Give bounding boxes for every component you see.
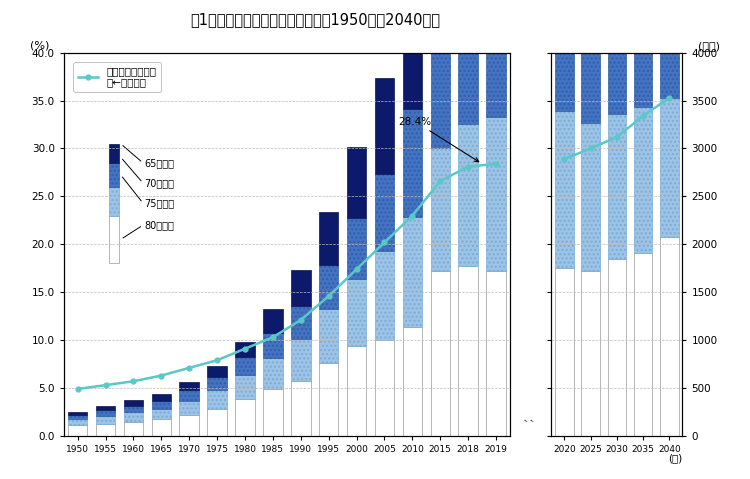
Bar xyxy=(179,382,199,390)
Bar xyxy=(660,98,679,237)
Bar xyxy=(346,279,366,346)
Bar xyxy=(430,148,450,271)
Bar xyxy=(109,187,119,216)
Bar xyxy=(291,306,310,339)
Bar xyxy=(319,363,338,436)
Bar xyxy=(430,0,450,15)
Bar xyxy=(124,422,143,436)
Bar xyxy=(346,346,366,436)
Text: 70歳以上: 70歳以上 xyxy=(144,178,174,188)
Bar xyxy=(208,409,227,436)
Bar xyxy=(124,406,143,412)
Bar xyxy=(403,327,422,436)
Bar xyxy=(291,270,310,306)
Bar xyxy=(179,400,199,415)
Bar xyxy=(152,400,171,409)
Bar xyxy=(608,259,626,436)
Text: 図1　高齢者人口及び割合の推移（1950年～2040年）: 図1 高齢者人口及び割合の推移（1950年～2040年） xyxy=(190,12,440,27)
Bar xyxy=(486,271,506,436)
Bar xyxy=(291,381,310,436)
Bar xyxy=(96,406,116,410)
Bar xyxy=(208,390,227,409)
Legend: 高齢者人口の割合
（←左目盛）: 高齢者人口の割合 （←左目盛） xyxy=(74,62,161,91)
Bar xyxy=(634,0,652,107)
Text: 75歳以上: 75歳以上 xyxy=(144,198,175,208)
Text: (年): (年) xyxy=(668,453,682,463)
Bar xyxy=(375,78,394,174)
Bar xyxy=(403,217,422,327)
Bar xyxy=(430,15,450,148)
Bar xyxy=(68,411,88,415)
Bar xyxy=(458,0,478,124)
Bar xyxy=(375,340,394,436)
Text: 65歳以上: 65歳以上 xyxy=(144,158,174,168)
Bar xyxy=(208,376,227,390)
Bar xyxy=(236,342,255,357)
Bar xyxy=(660,0,679,98)
Bar xyxy=(581,272,600,436)
Bar xyxy=(403,0,422,109)
Bar xyxy=(486,0,506,117)
Bar xyxy=(263,388,283,436)
Bar xyxy=(124,400,143,406)
Bar xyxy=(346,218,366,279)
Bar xyxy=(96,416,116,424)
Bar xyxy=(291,339,310,381)
Text: ‵: ‵ xyxy=(530,419,538,434)
Bar xyxy=(109,144,119,163)
Text: 28.4%: 28.4% xyxy=(398,116,478,162)
Bar xyxy=(68,415,88,419)
Bar xyxy=(263,358,283,388)
Bar xyxy=(96,424,116,436)
Bar xyxy=(319,265,338,309)
Bar xyxy=(68,425,88,436)
Bar xyxy=(263,309,283,333)
Text: 80歳以上: 80歳以上 xyxy=(144,220,174,230)
Bar xyxy=(152,409,171,419)
Bar xyxy=(236,375,255,399)
Bar xyxy=(555,0,574,111)
Bar xyxy=(458,124,478,266)
Bar xyxy=(660,237,679,436)
Bar xyxy=(346,147,366,218)
Bar xyxy=(179,415,199,436)
Bar xyxy=(458,266,478,436)
Bar xyxy=(375,251,394,340)
Text: (万人): (万人) xyxy=(698,41,720,51)
Bar xyxy=(319,212,338,265)
Bar xyxy=(263,333,283,358)
Bar xyxy=(152,394,171,400)
Bar xyxy=(486,117,506,271)
Bar xyxy=(109,216,119,263)
Bar xyxy=(208,365,227,376)
Bar xyxy=(236,399,255,436)
Bar xyxy=(68,419,88,425)
Bar xyxy=(634,253,652,436)
Bar xyxy=(634,107,652,253)
Text: ‵: ‵ xyxy=(524,419,532,434)
Bar xyxy=(608,114,626,259)
Bar xyxy=(109,163,119,187)
Bar xyxy=(152,419,171,436)
Bar xyxy=(555,111,574,268)
Bar xyxy=(375,174,394,251)
Bar xyxy=(581,124,600,272)
Bar xyxy=(179,390,199,400)
Bar xyxy=(555,268,574,436)
Bar xyxy=(236,357,255,375)
Bar xyxy=(608,0,626,114)
Bar xyxy=(96,410,116,416)
Text: (%): (%) xyxy=(30,41,50,51)
Bar xyxy=(581,0,600,124)
Bar xyxy=(319,309,338,363)
Bar xyxy=(403,109,422,217)
Bar xyxy=(124,412,143,422)
Bar xyxy=(430,271,450,436)
